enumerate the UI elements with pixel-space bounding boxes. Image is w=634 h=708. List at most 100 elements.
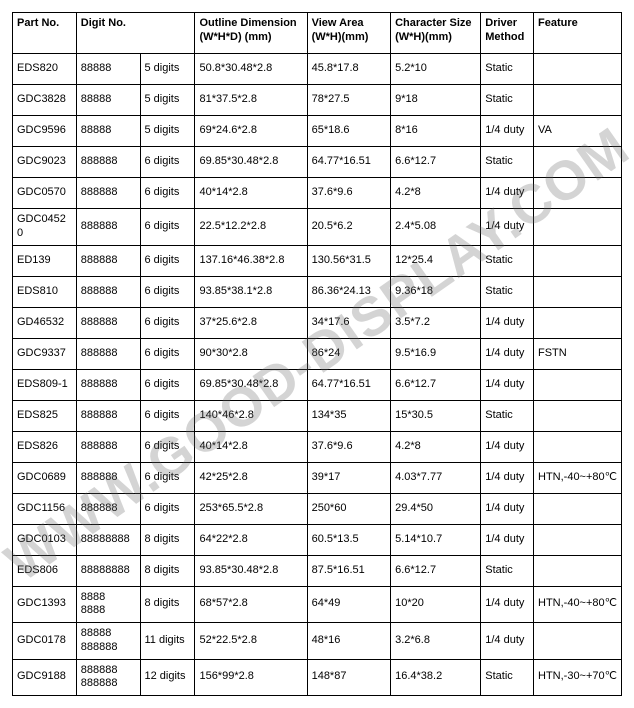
cell-driver: Static [481, 659, 534, 696]
cell-char: 6.6*12.7 [391, 555, 481, 586]
cell-driver: 1/4 duty [481, 178, 534, 209]
cell-part: GDC9337 [13, 338, 77, 369]
cell-digitn: 6 digits [140, 338, 195, 369]
cell-outline: 253*65.5*2.8 [195, 493, 307, 524]
cell-digitn: 5 digits [140, 116, 195, 147]
cell-part: GDC1156 [13, 493, 77, 524]
cell-digit: 888888 [76, 307, 140, 338]
cell-part: GDC9596 [13, 116, 77, 147]
cell-view: 86*24 [307, 338, 391, 369]
cell-feature: HTN,-30~+70℃ [534, 659, 622, 696]
cell-feature: VA [534, 116, 622, 147]
header-digit: Digit No. [76, 13, 195, 54]
cell-feature: HTN,-40~+80℃ [534, 462, 622, 493]
cell-digit: 888888 [76, 209, 140, 246]
table-container: WWW.GOOD-DISPLAY.COM Part No. Digit No. … [12, 12, 622, 696]
cell-digit: 888888 [76, 369, 140, 400]
cell-view: 134*35 [307, 400, 391, 431]
cell-outline: 40*14*2.8 [195, 178, 307, 209]
cell-part: EDS820 [13, 54, 77, 85]
cell-outline: 50.8*30.48*2.8 [195, 54, 307, 85]
cell-digit: 888888 [76, 276, 140, 307]
cell-digitn: 5 digits [140, 54, 195, 85]
cell-part: GDC0689 [13, 462, 77, 493]
cell-digitn: 8 digits [140, 524, 195, 555]
table-row: GDC0103888888888 digits64*22*2.860.5*13.… [13, 524, 622, 555]
cell-char: 15*30.5 [391, 400, 481, 431]
cell-digit: 888888 [76, 462, 140, 493]
cell-view: 64.77*16.51 [307, 147, 391, 178]
table-row: GDC93378888886 digits90*30*2.886*249.5*1… [13, 338, 622, 369]
table-row: EDS8268888886 digits40*14*2.837.6*9.64.2… [13, 431, 622, 462]
cell-driver: 1/4 duty [481, 338, 534, 369]
cell-digitn: 6 digits [140, 400, 195, 431]
cell-feature [534, 85, 622, 116]
cell-view: 45.8*17.8 [307, 54, 391, 85]
cell-digit: 88888 [76, 116, 140, 147]
header-char: Character Size (W*H)(mm) [391, 13, 481, 54]
cell-digitn: 12 digits [140, 659, 195, 696]
cell-outline: 68*57*2.8 [195, 586, 307, 623]
cell-char: 5.2*10 [391, 54, 481, 85]
cell-char: 16.4*38.2 [391, 659, 481, 696]
cell-driver: 1/4 duty [481, 116, 534, 147]
cell-char: 9.36*18 [391, 276, 481, 307]
cell-view: 78*27.5 [307, 85, 391, 116]
table-row: GDC90238888886 digits69.85*30.48*2.864.7… [13, 147, 622, 178]
cell-digitn: 6 digits [140, 431, 195, 462]
table-row: GDC1393888888888 digits68*57*2.864*4910*… [13, 586, 622, 623]
cell-digit: 88888888 [76, 586, 140, 623]
cell-view: 86.36*24.13 [307, 276, 391, 307]
cell-driver: Static [481, 555, 534, 586]
cell-outline: 90*30*2.8 [195, 338, 307, 369]
cell-char: 9.5*16.9 [391, 338, 481, 369]
cell-digit: 88888888 [76, 524, 140, 555]
cell-driver: 1/4 duty [481, 307, 534, 338]
cell-driver: Static [481, 85, 534, 116]
cell-digit: 88888 [76, 54, 140, 85]
cell-feature [534, 524, 622, 555]
cell-outline: 69*24.6*2.8 [195, 116, 307, 147]
table-row: EDS8108888886 digits93.85*38.1*2.886.36*… [13, 276, 622, 307]
cell-view: 39*17 [307, 462, 391, 493]
cell-digit: 888888 [76, 178, 140, 209]
cell-part: GDC04520 [13, 209, 77, 246]
cell-outline: 37*25.6*2.8 [195, 307, 307, 338]
table-row: GDC05708888886 digits40*14*2.837.6*9.64.… [13, 178, 622, 209]
cell-digit: 888888 [76, 493, 140, 524]
cell-driver: Static [481, 276, 534, 307]
cell-char: 12*25.4 [391, 245, 481, 276]
cell-outline: 40*14*2.8 [195, 431, 307, 462]
cell-digitn: 8 digits [140, 586, 195, 623]
cell-digitn: 6 digits [140, 276, 195, 307]
cell-part: EDS810 [13, 276, 77, 307]
table-header: Part No. Digit No. Outline Dimension (W*… [13, 13, 622, 54]
cell-view: 250*60 [307, 493, 391, 524]
cell-feature [534, 555, 622, 586]
cell-feature: FSTN [534, 338, 622, 369]
cell-digitn: 6 digits [140, 369, 195, 400]
table-row: EDS8258888886 digits140*46*2.8134*3515*3… [13, 400, 622, 431]
header-feature: Feature [534, 13, 622, 54]
cell-outline: 81*37.5*2.8 [195, 85, 307, 116]
cell-char: 4.2*8 [391, 431, 481, 462]
cell-char: 29.4*50 [391, 493, 481, 524]
cell-digit: 888888 [76, 338, 140, 369]
cell-driver: Static [481, 147, 534, 178]
cell-feature: HTN,-40~+80℃ [534, 586, 622, 623]
header-outline: Outline Dimension (W*H*D) (mm) [195, 13, 307, 54]
cell-part: GDC1393 [13, 586, 77, 623]
cell-digitn: 5 digits [140, 85, 195, 116]
cell-part: GDC9188 [13, 659, 77, 696]
table-row: GD465328888886 digits37*25.6*2.834*17.63… [13, 307, 622, 338]
cell-outline: 69.85*30.48*2.8 [195, 147, 307, 178]
cell-driver: Static [481, 245, 534, 276]
table-row: EDS820888885 digits50.8*30.48*2.845.8*17… [13, 54, 622, 85]
cell-part: EDS806 [13, 555, 77, 586]
cell-char: 6.6*12.7 [391, 147, 481, 178]
cell-part: GDC9023 [13, 147, 77, 178]
table-row: GDC3828888885 digits81*37.5*2.878*27.59*… [13, 85, 622, 116]
cell-driver: Static [481, 54, 534, 85]
cell-char: 10*20 [391, 586, 481, 623]
table-row: GDC11568888886 digits253*65.5*2.8250*602… [13, 493, 622, 524]
